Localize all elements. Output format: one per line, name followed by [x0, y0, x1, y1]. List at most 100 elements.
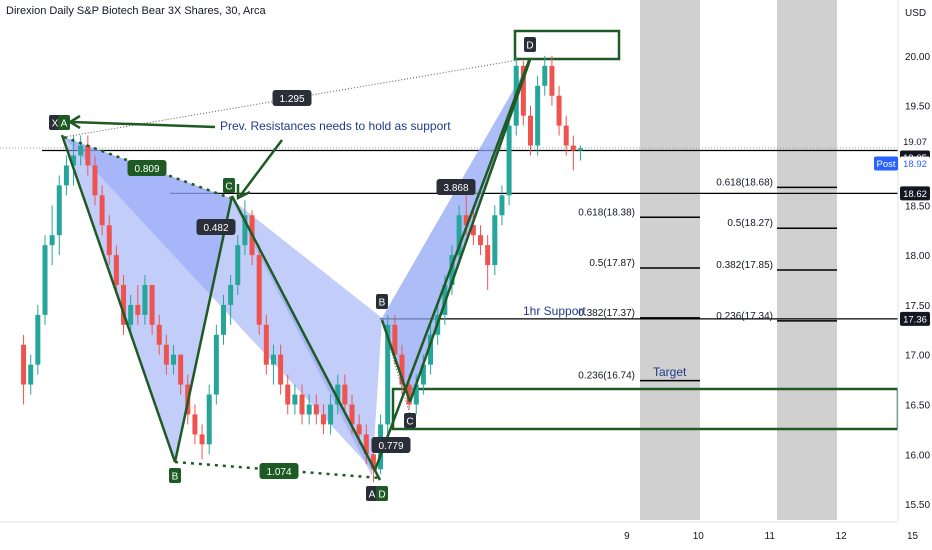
y-tick-label: 15.50: [905, 500, 930, 511]
pattern-point-label-bg: [376, 486, 388, 501]
candle-body: [449, 255, 455, 285]
price-badge: Post: [876, 159, 895, 170]
candle-body: [428, 334, 434, 365]
pattern-point-C: C: [225, 182, 232, 193]
y-tick-label: 19.50: [905, 102, 930, 113]
candle-body: [270, 354, 276, 365]
candle-body: [470, 225, 476, 236]
candle-body: [285, 384, 291, 405]
candle-body: [263, 324, 269, 365]
resistance-note: Prev. Resistances needs to hold as suppo…: [220, 119, 451, 133]
pattern-leg: [230, 195, 382, 481]
candle-body: [328, 404, 334, 425]
candle-body: [63, 165, 69, 186]
projection-zone-right: [777, 0, 837, 520]
candle-body: [570, 145, 576, 151]
candle-body: [21, 344, 27, 385]
candle-body: [71, 155, 77, 166]
candle-body: [492, 215, 498, 266]
candle-body: [171, 354, 177, 365]
price-badge: 18.92: [903, 159, 927, 170]
x-tick-label: 10: [693, 531, 705, 542]
price-badge-bg: [900, 134, 930, 149]
candle-body: [478, 235, 484, 246]
candle-body: [349, 404, 355, 425]
ratio-label: 0.482: [203, 223, 228, 234]
fib-right-label: 0.382(17.85): [716, 260, 773, 271]
fib-right-label: 0.236(17.34): [716, 311, 773, 322]
price-badge-bg: [874, 156, 898, 171]
candle-body: [463, 215, 469, 226]
fib-right-label: 0.618(18.68): [716, 177, 773, 188]
candle-body: [320, 414, 326, 425]
candle-body: [356, 424, 362, 435]
candle-body: [149, 284, 155, 325]
arrow-head-c: [236, 184, 251, 201]
candle-body: [406, 384, 412, 405]
ratio-label-bg: [436, 179, 476, 195]
candle-body: [49, 235, 55, 246]
y-tick-label: 20.00: [905, 52, 930, 63]
candle-body: [156, 324, 162, 345]
pattern-point-label-bg: [223, 178, 235, 193]
price-badge: 17.36: [903, 314, 927, 325]
candle-body: [213, 334, 219, 395]
candle-body: [78, 145, 84, 156]
candle-body: [99, 195, 105, 226]
ratio-label: 3.868: [443, 183, 468, 194]
ratio-label-bg: [371, 437, 411, 453]
fib-right-label: 0.5(18.27): [727, 218, 773, 229]
pattern-leg: [60, 134, 177, 463]
candle-body: [220, 304, 226, 335]
second-pattern-fill: [382, 61, 530, 405]
pattern-point-A: A: [369, 490, 376, 501]
candle-body: [506, 125, 512, 196]
candle-body: [135, 304, 141, 315]
arrow-to-a: [71, 120, 216, 129]
candle-body: [499, 195, 505, 216]
candle-body: [306, 404, 312, 415]
candle-body: [192, 414, 198, 435]
candle-body: [278, 354, 284, 385]
candle-body: [113, 255, 119, 285]
candle-body: [235, 245, 241, 285]
support-label: 1hr Support: [523, 304, 586, 318]
candle-body: [485, 245, 491, 266]
candle-body: [292, 394, 298, 405]
projection-zone-left: [640, 0, 700, 520]
ratio-label: 0.809: [134, 164, 159, 175]
candle-body: [535, 85, 541, 146]
arrow-to-c: [239, 139, 283, 197]
pattern-point-D: D: [378, 490, 385, 501]
y-tick-label: 17.50: [905, 301, 930, 312]
pattern-point-label-bg: [366, 486, 378, 501]
chart-title: Direxion Daily S&P Biotech Bear 3X Share…: [6, 5, 266, 17]
candle-body: [35, 314, 41, 365]
ratio-label-bg: [127, 160, 167, 176]
x-tick-label: 9: [624, 531, 630, 542]
candle-body: [199, 434, 205, 445]
pattern-point-B: B: [172, 472, 179, 483]
pattern-point-C: C: [406, 417, 413, 428]
candle-body: [335, 384, 341, 405]
pattern-point-A: A: [61, 119, 68, 130]
fib-left-label: 0.5(17.87): [589, 258, 635, 269]
candle-body: [92, 165, 98, 196]
price-badge: 19.07: [903, 137, 927, 148]
candle-body: [299, 394, 305, 415]
candle-body: [549, 65, 555, 96]
candle-body: [56, 185, 62, 236]
ratio-label-bg: [196, 219, 236, 235]
pattern-point-label-bg: [376, 294, 388, 309]
pattern-leg: [408, 59, 532, 403]
y-tick-label: 18.00: [905, 251, 930, 262]
candle-body: [542, 65, 548, 86]
candle-body: [528, 115, 534, 146]
second-pattern-triangle: [382, 61, 530, 405]
x-tick-label: 12: [836, 531, 848, 542]
y-tick-label: 16.00: [905, 450, 930, 461]
price-badge-bg: [900, 311, 930, 326]
x-tick-label: 15: [907, 531, 919, 542]
candle-body: [456, 215, 462, 256]
